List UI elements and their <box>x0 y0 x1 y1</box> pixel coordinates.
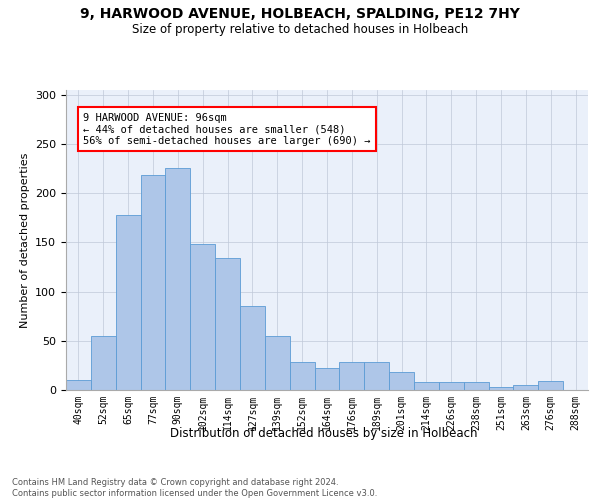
Text: 9, HARWOOD AVENUE, HOLBEACH, SPALDING, PE12 7HY: 9, HARWOOD AVENUE, HOLBEACH, SPALDING, P… <box>80 8 520 22</box>
Bar <box>364 362 389 390</box>
Bar <box>215 258 240 390</box>
Bar <box>389 372 414 390</box>
Bar <box>290 362 314 390</box>
Bar <box>314 368 340 390</box>
Bar <box>166 168 190 390</box>
Bar <box>414 382 439 390</box>
Text: Distribution of detached houses by size in Holbeach: Distribution of detached houses by size … <box>170 428 478 440</box>
Y-axis label: Number of detached properties: Number of detached properties <box>20 152 29 328</box>
Bar <box>240 306 265 390</box>
Bar <box>190 244 215 390</box>
Text: Size of property relative to detached houses in Holbeach: Size of property relative to detached ho… <box>132 22 468 36</box>
Bar <box>91 336 116 390</box>
Bar <box>66 380 91 390</box>
Bar <box>538 381 563 390</box>
Text: Contains HM Land Registry data © Crown copyright and database right 2024.
Contai: Contains HM Land Registry data © Crown c… <box>12 478 377 498</box>
Bar <box>464 382 488 390</box>
Bar <box>340 362 364 390</box>
Bar <box>439 382 464 390</box>
Bar <box>265 336 290 390</box>
Bar <box>140 174 166 390</box>
Text: 9 HARWOOD AVENUE: 96sqm
← 44% of detached houses are smaller (548)
56% of semi-d: 9 HARWOOD AVENUE: 96sqm ← 44% of detache… <box>83 112 370 146</box>
Bar <box>488 387 514 390</box>
Bar <box>514 385 538 390</box>
Bar <box>116 215 140 390</box>
